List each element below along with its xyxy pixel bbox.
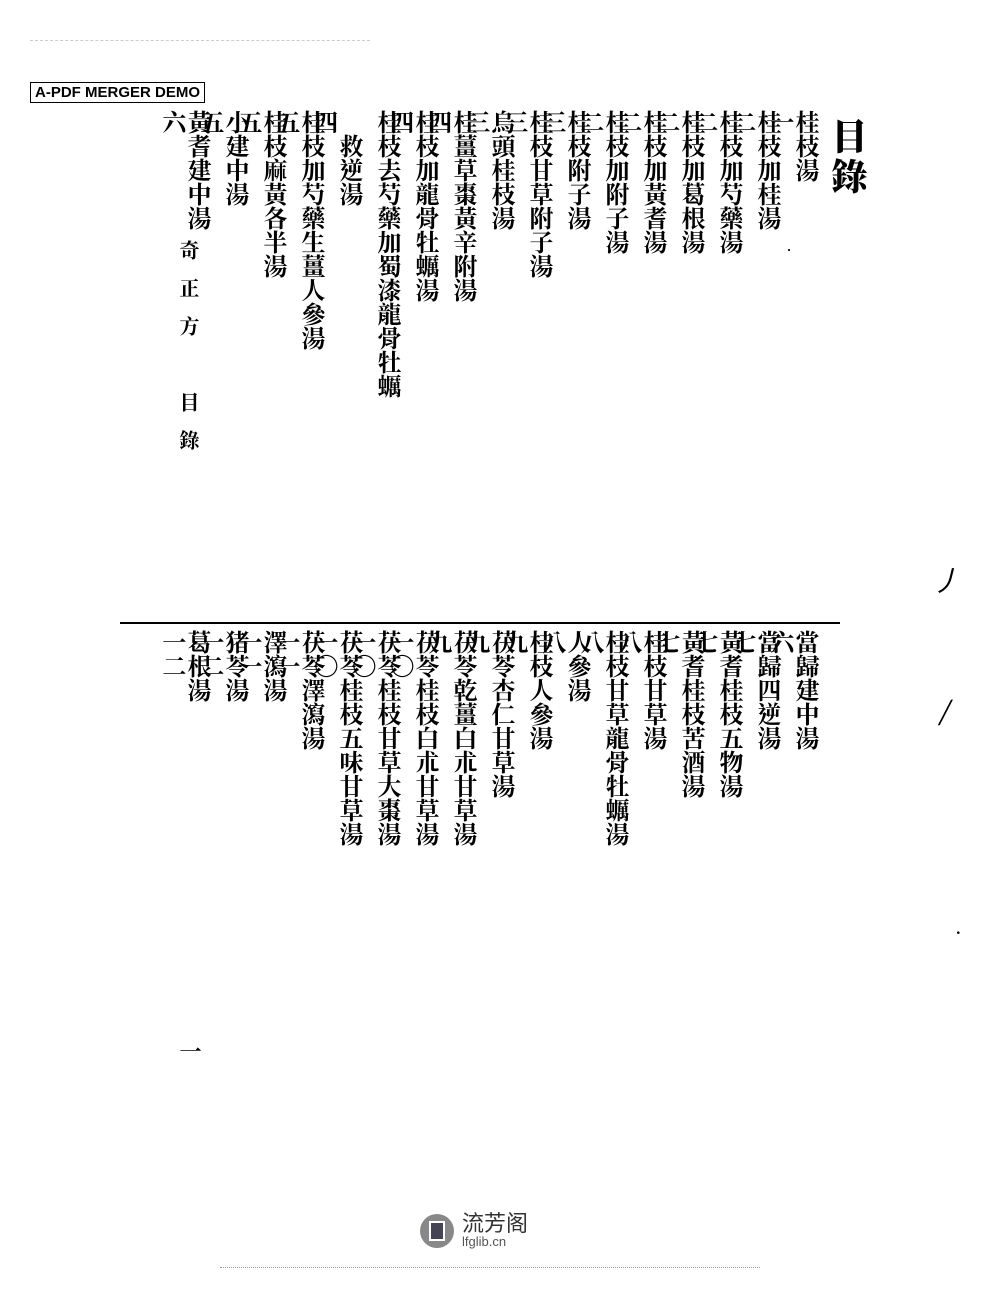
entry-label: 桂枝加桂湯 [757,110,782,600]
entry-label: 桂枝加芍藥生薑人參湯 [301,110,326,600]
entry-label: 桂枝湯 [795,110,820,600]
toc-entry: 桂枝加芍藥湯：：：：：：：：：：：：：：：：：：：：：：：：：：：：：：：：：：… [706,110,744,600]
entry-label: 茯苓澤瀉湯 [301,630,326,1135]
entry-label: 茯苓桂枝甘草大棗湯 [377,630,402,1135]
toc-entry: 桂枝甘草附子湯：：：：：：：：：：：：：：：：：：：：：：：：：：：：：：：：：… [516,110,554,600]
entry-label: 黃耆桂枝苦酒湯 [681,630,706,1135]
toc-entry: 桂枝加附子湯：：：：：：：：：：：：：：：：：：：：：：：：：：：：：：：：：：… [592,110,630,600]
toc-entry: 桂枝加芍藥生薑人參湯：：：：：：：：：：：：：：：：：：：：：：：：：：：：：：… [288,110,326,600]
toc-entry: 救逆湯：：：：：：：：：：：：：：：：：：：：：：：：：：：：：：：：：：：：：… [326,110,364,600]
toc-entry: 小建中湯：：：：：：：：：：：：：：：：：：：：：：：：：：：：：：：：：：：：… [212,110,250,600]
toc-entry: 桂薑草棗黃辛附湯：：：：：：：：：：：：：：：：：：：：：：：：：：：：：：：：… [440,110,478,600]
entry-label: 救逆湯 [339,110,364,600]
entry-label: 桂枝加黃耆湯 [643,110,668,600]
toc-entry: 桂枝加桂湯：：：：：：：：：：：：：：：：：：：：：：：：：：：：：：：：：：：… [744,110,782,600]
toc-entry: 桂枝加黃耆湯：：：：：：：：：：：：：：：：：：：：：：：：：：：：：：：：：：… [630,110,668,600]
toc-entry: 當歸建中湯：：：：：：：：：：：：：：：：：：：：：：：：：：：：：：：：：：：… [782,630,820,1135]
toc-entry: 茯苓杏仁甘草湯：：：：：：：：：：：：：：：：：：：：：：：：：：：：：：：：：… [478,630,516,1135]
toc-entries-bottom: 當歸建中湯：：：：：：：：：：：：：：：：：：：：：：：：：：：：：：：：：：：… [174,630,820,1135]
toc-entry: 茯苓桂枝白朮甘草湯：：：：：：：：：：：：：：：：：：：：：：：：：：：：：：：… [402,630,440,1135]
toc-entry: 桂枝湯：：：：：：：：：：：：：：：：：：：：：：：：：：：：：：：：：：：：：… [782,110,820,600]
spine-page-number: 一 [175,1040,206,1062]
toc-entry: 桂枝人參湯：：：：：：：：：：：：：：：：：：：：：：：：：：：：：：：：：：：… [516,630,554,1135]
toc-entry: 黃耆桂枝五物湯：：：：：：：：：：：：：：：：：：：：：：：：：：：：：：：：：… [706,630,744,1135]
entry-label: 桂枝加龍骨牡蠣湯 [415,110,440,600]
toc-entry: 澤瀉湯：：：：：：：：：：：：：：：：：：：：：：：：：：：：：：：：：：：：：… [250,630,288,1135]
toc-entry: 桂枝去芍藥加蜀漆龍骨牡蠣 [364,110,402,600]
top-decorative-line [30,40,370,41]
document-page: 目錄 桂枝湯：：：：：：：：：：：：：：：：：：：：：：：：：：：：：：：：：：… [120,110,880,1150]
entry-label: 猪苓湯 [225,630,250,1135]
toc-entry: 桂枝加葛根湯：：：：：：：：：：：：：：：：：：：：：：：：：：：：：：：：：：… [668,110,706,600]
book-icon [429,1221,445,1241]
toc-entry: 茯苓澤瀉湯：：：：：：：：：：：：：：：：：：：：：：：：：：：：：：：：：：：… [288,630,326,1135]
logo-icon [420,1214,454,1248]
toc-entry: 茯苓桂枝五味甘草湯：：：：：：：：：：：：：：：：：：：：：：：：：：：：：：：… [326,630,364,1135]
footer-site-url: lfglib.cn [462,1235,528,1248]
toc-entry: 當歸四逆湯：：：：：：：：：：：：：：：：：：：：：：：：：：：：：：：：：：：… [744,630,782,1135]
entry-label: 桂枝加芍藥湯 [719,110,744,600]
entry-label: 茯苓桂枝五味甘草湯 [339,630,364,1135]
stray-mark: ╱ [939,700,952,726]
toc-entry: 人參湯：：：：：：：：：：：：：：：：：：：：：：：：：：：：：：：：：：：：：… [554,630,592,1135]
toc-entry: 猪苓湯：：：：：：：：：：：：：：：：：：：：：：：：：：：：：：：：：：：：：… [212,630,250,1135]
footer-logo: 流芳阁 lfglib.cn [420,1213,528,1248]
entry-label: 澤瀉湯 [263,630,288,1135]
entry-label: 桂枝甘草龍骨牡蠣湯 [605,630,630,1135]
toc-entry: 桂枝甘草湯：：：：：：：：：：：：：：：：：：：：：：：：：：：：：：：：：：：… [630,630,668,1135]
entry-label: 桂枝加附子湯 [605,110,630,600]
entry-label: 烏頭桂枝湯 [491,110,516,600]
entry-label: 小建中湯 [225,110,250,600]
watermark-label: A-PDF MERGER DEMO [30,82,205,103]
toc-entries-top: 桂枝湯：：：：：：：：：：：：：：：：：：：：：：：：：：：：：：：：：：：：：… [174,110,820,600]
toc-title: 目錄 [824,118,875,198]
entry-label: 桂枝加葛根湯 [681,110,706,600]
entry-label: 桂枝甘草附子湯 [529,110,554,600]
toc-entry: 黃耆桂枝苦酒湯：：：：：：：：：：：：：：：：：：：：：：：：：：：：：：：：：… [668,630,706,1135]
toc-entry: 茯苓桂枝甘草大棗湯：：：：：：：：：：：：：：：：：：：：：：：：：：：：：：：… [364,630,402,1135]
entry-label: 當歸建中湯 [795,630,820,1135]
entry-label: 桂枝麻黃各半湯 [263,110,288,600]
spine-label: 奇正方 目錄 [175,240,204,468]
toc-entry: 烏頭桂枝湯：：：：：：：：：：：：：：：：：：：：：：：：：：：：：：：：：：：… [478,110,516,600]
entry-label: 當歸四逆湯 [757,630,782,1135]
toc-entry: 桂枝麻黃各半湯：：：：：：：：：：：：：：：：：：：：：：：：：：：：：：：：：… [250,110,288,600]
stray-mark: 丿 [932,560,960,600]
entry-label: 茯苓乾薑白朮甘草湯 [453,630,478,1135]
entry-label: 人參湯 [567,630,592,1135]
toc-entry: 茯苓乾薑白朮甘草湯：：：：：：：：：：：：：：：：：：：：：：：：：：：：：：：… [440,630,478,1135]
entry-label: 桂枝去芍藥加蜀漆龍骨牡蠣 [377,110,402,600]
entry-label: 桂枝甘草湯 [643,630,668,1135]
entry-label: 黃耆桂枝五物湯 [719,630,744,1135]
entry-label: 茯苓桂枝白朮甘草湯 [415,630,440,1135]
stray-mark: · [955,920,962,946]
footer-text: 流芳阁 lfglib.cn [462,1213,528,1248]
toc-entry: 桂枝甘草龍骨牡蠣湯：：：：：：：：：：：：：：：：：：：：：：：：：：：：：：：… [592,630,630,1135]
toc-entry: 桂枝加龍骨牡蠣湯：：：：：：：：：：：：：：：：：：：：：：：：：：：：：：：：… [402,110,440,600]
toc-entry: 桂枝附子湯：：：：：：：：：：：：：：：：：：：：：：：：：：：：：：：：：：：… [554,110,592,600]
entry-label: 茯苓杏仁甘草湯 [491,630,516,1135]
entry-label: 桂薑草棗黃辛附湯 [453,110,478,600]
bottom-decorative-line [220,1267,760,1268]
entry-label: 桂枝附子湯 [567,110,592,600]
footer-site-name: 流芳阁 [462,1213,528,1235]
stray-mark: · [786,240,792,261]
horizontal-divider [120,622,840,624]
entry-label: 桂枝人參湯 [529,630,554,1135]
